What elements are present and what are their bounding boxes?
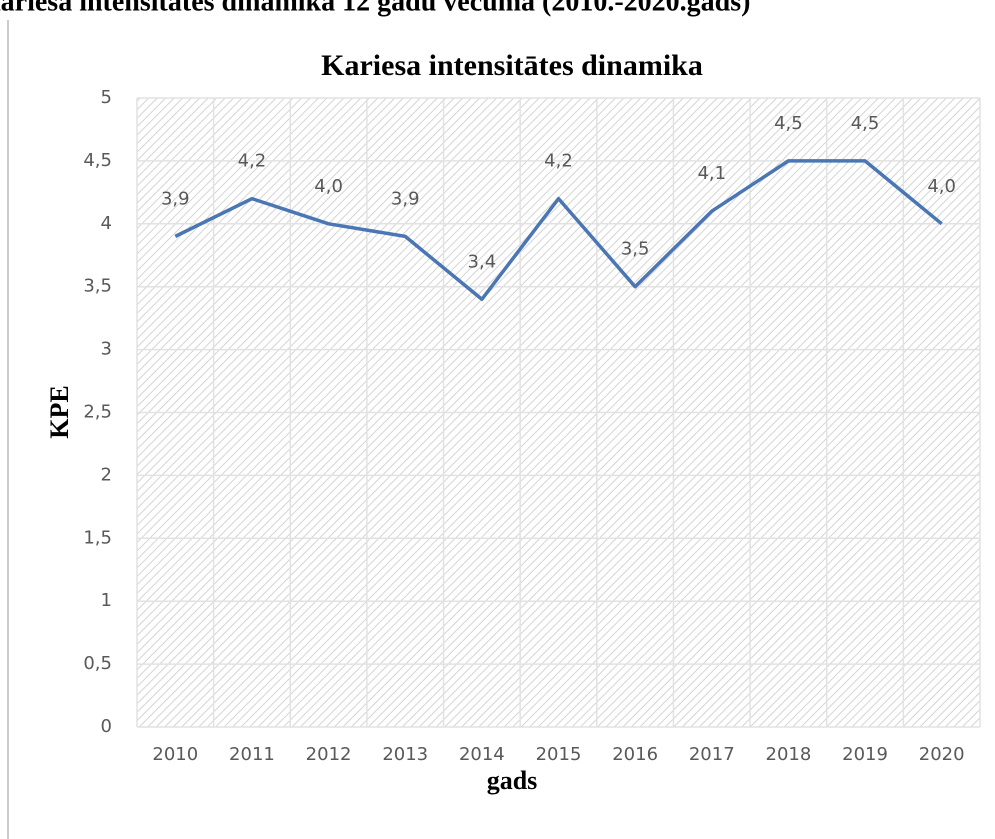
data-label: 4,2 [238, 151, 267, 172]
y-tick-label: 3 [101, 339, 112, 360]
data-label: 3,9 [161, 188, 190, 209]
data-label: 4,0 [927, 176, 956, 197]
x-tick-label: 2017 [689, 744, 735, 765]
x-tick-label: 2013 [382, 744, 428, 765]
data-label: 3,9 [391, 188, 420, 209]
data-label: 3,4 [468, 251, 497, 272]
data-label: 4,1 [697, 163, 726, 184]
x-tick-label: 2019 [842, 744, 888, 765]
x-tick-label: 2014 [459, 744, 505, 765]
x-tick-label: 2016 [612, 744, 658, 765]
data-label: 4,5 [774, 113, 803, 134]
x-tick-label: 2012 [306, 744, 352, 765]
x-tick-label: 2018 [766, 744, 812, 765]
y-axis-title: KPE [45, 385, 74, 438]
y-tick-label: 3,5 [83, 276, 112, 297]
x-tick-label: 2010 [152, 744, 198, 765]
x-tick-label: 2020 [919, 744, 965, 765]
y-tick-label: 2 [101, 464, 112, 485]
data-label: 4,2 [544, 151, 573, 172]
y-tick-label: 0 [101, 716, 112, 737]
data-label: 3,5 [621, 239, 650, 260]
x-tick-label: 2011 [229, 744, 275, 765]
y-tick-label: 2,5 [83, 402, 112, 423]
y-tick-label: 1 [101, 590, 112, 611]
y-tick-label: 4 [101, 213, 112, 234]
y-tick-label: 1,5 [83, 527, 112, 548]
y-tick-label: 5 [101, 87, 112, 108]
data-label: 4,5 [851, 113, 880, 134]
x-axis-title: gads [487, 766, 538, 795]
x-tick-label: 2015 [536, 744, 582, 765]
data-label: 4,0 [314, 176, 343, 197]
y-tick-label: 4,5 [83, 150, 112, 171]
y-tick-label: 0,5 [83, 653, 112, 674]
caption: s – Kariesa intensitātes dinamika 12 gad… [0, 0, 750, 17]
chart-title: Kariesa intensitātes dinamika [321, 49, 703, 82]
line-series [174, 159, 943, 302]
